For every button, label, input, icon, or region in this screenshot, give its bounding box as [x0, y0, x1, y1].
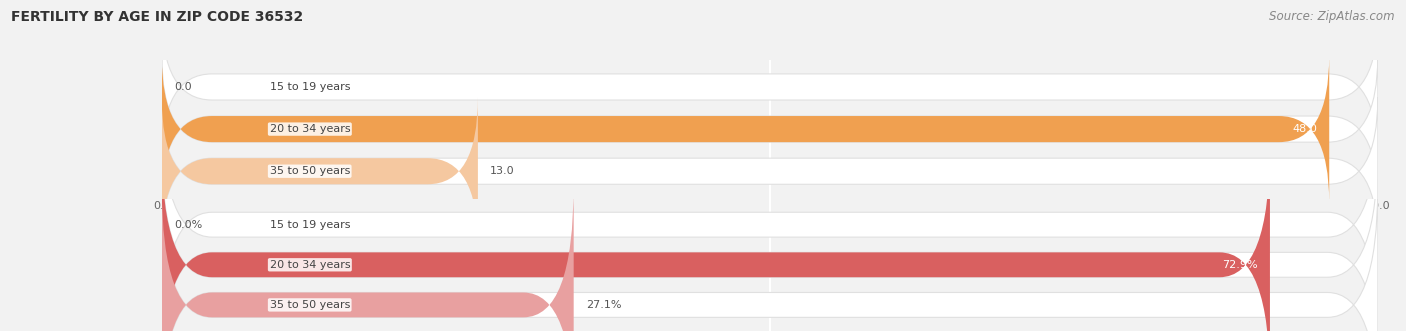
Text: Source: ZipAtlas.com: Source: ZipAtlas.com	[1270, 10, 1395, 23]
Text: 0.0: 0.0	[174, 82, 191, 92]
FancyBboxPatch shape	[162, 97, 1378, 245]
FancyBboxPatch shape	[162, 185, 574, 331]
Text: 35 to 50 years: 35 to 50 years	[270, 166, 350, 176]
Text: 35 to 50 years: 35 to 50 years	[270, 300, 350, 310]
Text: FERTILITY BY AGE IN ZIP CODE 36532: FERTILITY BY AGE IN ZIP CODE 36532	[11, 10, 304, 24]
FancyBboxPatch shape	[162, 97, 478, 245]
FancyBboxPatch shape	[162, 55, 1329, 203]
FancyBboxPatch shape	[162, 145, 1378, 331]
Text: 72.9%: 72.9%	[1222, 260, 1258, 270]
FancyBboxPatch shape	[162, 55, 1378, 203]
Text: 15 to 19 years: 15 to 19 years	[270, 220, 350, 230]
Text: 20 to 34 years: 20 to 34 years	[270, 260, 350, 270]
Text: 13.0: 13.0	[491, 166, 515, 176]
FancyBboxPatch shape	[162, 105, 1378, 331]
Text: 15 to 19 years: 15 to 19 years	[270, 82, 350, 92]
Text: 20 to 34 years: 20 to 34 years	[270, 124, 350, 134]
Text: 0.0%: 0.0%	[174, 220, 202, 230]
FancyBboxPatch shape	[162, 13, 1378, 161]
Text: 48.0: 48.0	[1292, 124, 1317, 134]
FancyBboxPatch shape	[162, 185, 1378, 331]
Text: 27.1%: 27.1%	[586, 300, 621, 310]
FancyBboxPatch shape	[162, 145, 1270, 331]
